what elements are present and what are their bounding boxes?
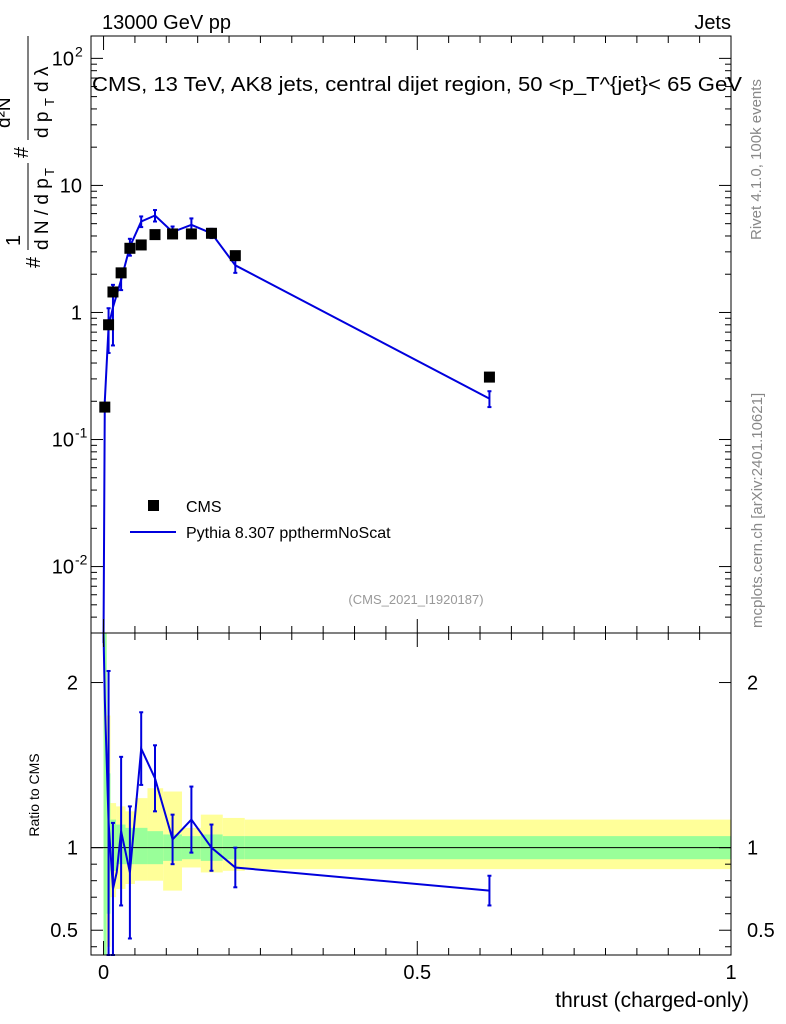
- ratio-ytick-label-left: 1: [67, 838, 78, 860]
- xtick-labels: 0 0.5 1: [98, 962, 737, 984]
- cms-point: [103, 319, 115, 331]
- ratio-ytick-label-right: 0.5: [747, 920, 775, 942]
- ratio-ytick-label-left: 2: [67, 673, 78, 695]
- uncertainty-band-inner: [103, 633, 107, 955]
- main-frame: [90, 35, 732, 634]
- legend-cms-marker: [148, 500, 159, 511]
- main-marks: [99, 209, 495, 644]
- legend-cms-label: CMS: [186, 499, 222, 516]
- svg-text:d N / d p: d N / d p: [32, 178, 53, 250]
- mcplots-site-label: mcplots.cern.ch [arXiv:2401.10621]: [749, 393, 766, 628]
- energy-label: 13000 GeV pp: [102, 12, 231, 34]
- cms-point: [167, 228, 179, 240]
- svg-text:d²N: d²N: [0, 97, 15, 128]
- rivet-version-label: Rivet 4.1.0, 100k events: [748, 79, 765, 240]
- x-axis-label: thrust (charged-only): [555, 989, 749, 1012]
- main-ytick-label: 10: [52, 430, 74, 452]
- ratio-ytick-label-left: 0.5: [50, 920, 78, 942]
- ratio-panel: 0.5 0.51 12 2 0 0.5 1 Ratio to CMS thrust (ch…: [26, 632, 775, 1012]
- svg-text:d p: d p: [32, 112, 53, 138]
- uncertainty-band-inner: [134, 827, 148, 865]
- cms-point: [149, 229, 161, 241]
- svg-text:T: T: [42, 168, 57, 176]
- main-ytick-exponent: -1: [75, 425, 88, 441]
- cms-point: [205, 227, 217, 239]
- cms-point: [229, 250, 241, 262]
- xtick-label: 1: [725, 962, 736, 984]
- main-ytick-exponent: -2: [75, 552, 88, 568]
- ratio-marks: [102, 632, 492, 956]
- legend: CMS Pythia 8.307 ppthermNoScat: [130, 499, 391, 542]
- ratio-frame: [90, 632, 732, 956]
- svg-text:1: 1: [3, 235, 25, 246]
- cms-point: [483, 371, 495, 383]
- main-ytick-exponent: 2: [75, 43, 83, 59]
- svg-text:d λ: d λ: [32, 66, 53, 92]
- main-ytick-label: 10: [52, 557, 74, 579]
- svg-text:#: #: [11, 146, 33, 158]
- analysis-watermark: (CMS_2021_I1920187): [348, 592, 483, 607]
- cms-point: [124, 242, 136, 254]
- main-ticks: [91, 36, 732, 634]
- cms-point: [115, 267, 127, 279]
- svg-text:T: T: [42, 98, 57, 106]
- main-ytick-label: 10: [60, 175, 82, 197]
- ratio-ytick-label-right: 1: [747, 838, 758, 860]
- cms-point: [99, 401, 111, 413]
- main-ylabel: # 1 d N / d p T # d²N d p T d λ #: [0, 36, 57, 268]
- legend-pythia-label: Pythia 8.307 ppthermNoScat: [186, 525, 391, 542]
- chart-title: CMS, 13 TeV, AK8 jets, central dijet reg…: [92, 74, 743, 96]
- ratio-ticks: [91, 633, 732, 955]
- ratio-ytick-labels: 0.5 0.5 1 1 2 2: [50, 673, 775, 943]
- cms-point: [107, 286, 119, 298]
- main-ytick-label: 1: [71, 302, 82, 324]
- cms-point: [135, 239, 147, 251]
- xtick-label: 0.5: [403, 962, 431, 984]
- cms-point: [185, 228, 197, 240]
- ratio-bands: [103, 633, 731, 955]
- pythia-line: [102, 214, 490, 644]
- svg-text:#: #: [23, 256, 45, 268]
- xtick-label: 0: [98, 962, 109, 984]
- ratio-ytick-label-right: 2: [747, 673, 758, 695]
- main-ytick-label: 10: [52, 48, 74, 70]
- ratio-ylabel: Ratio to CMS: [26, 753, 42, 836]
- category-label: Jets: [694, 12, 731, 34]
